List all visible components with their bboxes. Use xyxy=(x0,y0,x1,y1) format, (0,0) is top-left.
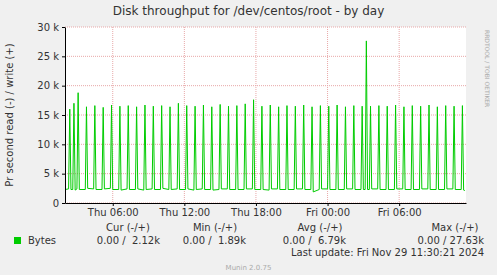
x-tick: Thu 06:00 xyxy=(87,203,139,218)
x-grid-line xyxy=(255,27,256,203)
title: Disk throughput for /dev/centos/root - b… xyxy=(113,4,385,18)
chart: Disk throughput for /dev/centos/root - b… xyxy=(0,0,497,275)
y-grid-line xyxy=(65,56,466,57)
stats-header: Max (-/+) xyxy=(431,222,478,233)
rrdtool-credit: RRDTOOL / TOBI OETIKER xyxy=(484,30,491,107)
legend-label: Bytes xyxy=(28,235,56,246)
x-tick-mark xyxy=(256,203,257,206)
y-tick-mark xyxy=(62,203,65,204)
x-axis-line xyxy=(66,203,467,204)
y-tick: 0 xyxy=(53,198,65,209)
y-tick-label: 25 k xyxy=(37,51,59,62)
x-tick-label: Thu 06:00 xyxy=(87,207,139,218)
y-tick-mark xyxy=(62,115,65,116)
y-tick-mark xyxy=(62,56,65,57)
y-tick: 25 k xyxy=(37,51,65,62)
y-tick-label: 20 k xyxy=(37,80,59,91)
munin-version: Munin 2.0.75 xyxy=(226,264,272,272)
y-axis-title: Pr second read (-) / write (+) xyxy=(4,43,15,186)
x-tick-mark xyxy=(399,203,400,206)
stats-header: Min (-/+) xyxy=(193,222,237,233)
background xyxy=(0,0,497,275)
y-tick-label: 5 k xyxy=(44,168,60,179)
x-tick-label: Fri 00:00 xyxy=(306,207,350,218)
legend-swatch xyxy=(14,237,21,244)
stats-header: Avg (-/+) xyxy=(298,222,343,233)
y-tick-label: 15 k xyxy=(37,110,59,121)
y-grid-line xyxy=(65,27,466,28)
plot-area xyxy=(65,27,466,203)
legend: Cur (-/+) Min (-/+) Avg (-/+) Max (-/+) Byte… xyxy=(14,222,484,246)
x-tick-label: Fri 06:00 xyxy=(378,207,422,218)
x-tick-mark xyxy=(328,203,329,206)
x-tick: Fri 06:00 xyxy=(378,203,422,218)
y-tick: 30 k xyxy=(37,22,65,33)
x-tick: Fri 00:00 xyxy=(306,203,350,218)
y-tick-mark xyxy=(62,27,65,28)
series-line xyxy=(65,41,465,192)
y-tick: 20 k xyxy=(37,80,65,91)
y-grid-line xyxy=(65,203,466,204)
y-tick: 5 k xyxy=(44,168,65,179)
x-axis: Thu 06:00 Thu 12:00 Thu 18:00 Fri 00:00 Fri … xyxy=(66,203,467,218)
y-tick-mark xyxy=(62,144,65,145)
x-tick: Thu 12:00 xyxy=(158,203,210,218)
plot-marks xyxy=(65,41,465,192)
last-update: Last update: Fri Nov 29 11:30:21 2024 xyxy=(291,247,484,258)
y-grid-line xyxy=(65,85,466,86)
y-axis: 0 5 k 10 k 15 k 20 k 25 k 30 k xyxy=(37,22,65,209)
x-tick-label: Thu 18:00 xyxy=(230,207,282,218)
x-tick-label: Thu 12:00 xyxy=(158,207,210,218)
y-grid-line xyxy=(65,144,466,145)
y-grid-line xyxy=(65,115,466,116)
x-tick: Thu 18:00 xyxy=(230,203,282,218)
y-tick: 10 k xyxy=(37,139,65,150)
stats-header: Cur (-/+) xyxy=(106,222,150,233)
y-tick-mark xyxy=(62,174,65,175)
x-tick-mark xyxy=(113,203,114,206)
y-tick: 15 k xyxy=(37,110,65,121)
x-tick-mark xyxy=(184,203,185,206)
x-grid-line xyxy=(399,27,400,203)
y-grid-line xyxy=(65,173,466,174)
stats-value: 0.00 / 1.89k xyxy=(183,235,246,246)
y-axis-line xyxy=(65,28,66,204)
stats-value: 0.00 / 27.63k xyxy=(418,235,485,246)
y-tick-mark xyxy=(62,86,65,87)
y-tick-label: 0 xyxy=(53,198,59,209)
y-tick-label: 30 k xyxy=(37,22,59,33)
grid xyxy=(65,27,466,203)
stats-value: 0.00 / 6.79k xyxy=(283,235,346,246)
x-grid-line xyxy=(184,27,185,203)
y-tick-label: 10 k xyxy=(37,139,59,150)
stats-value: 0.00 / 2.12k xyxy=(97,235,160,246)
